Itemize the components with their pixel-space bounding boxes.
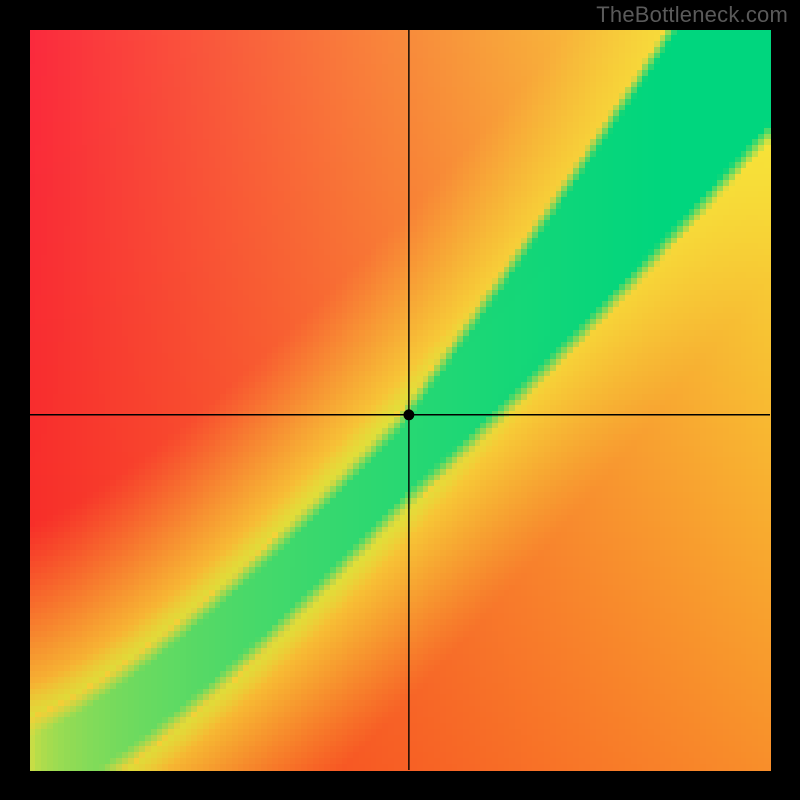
bottleneck-heatmap bbox=[0, 0, 800, 800]
watermark-text: TheBottleneck.com bbox=[596, 2, 788, 28]
chart-frame: TheBottleneck.com bbox=[0, 0, 800, 800]
